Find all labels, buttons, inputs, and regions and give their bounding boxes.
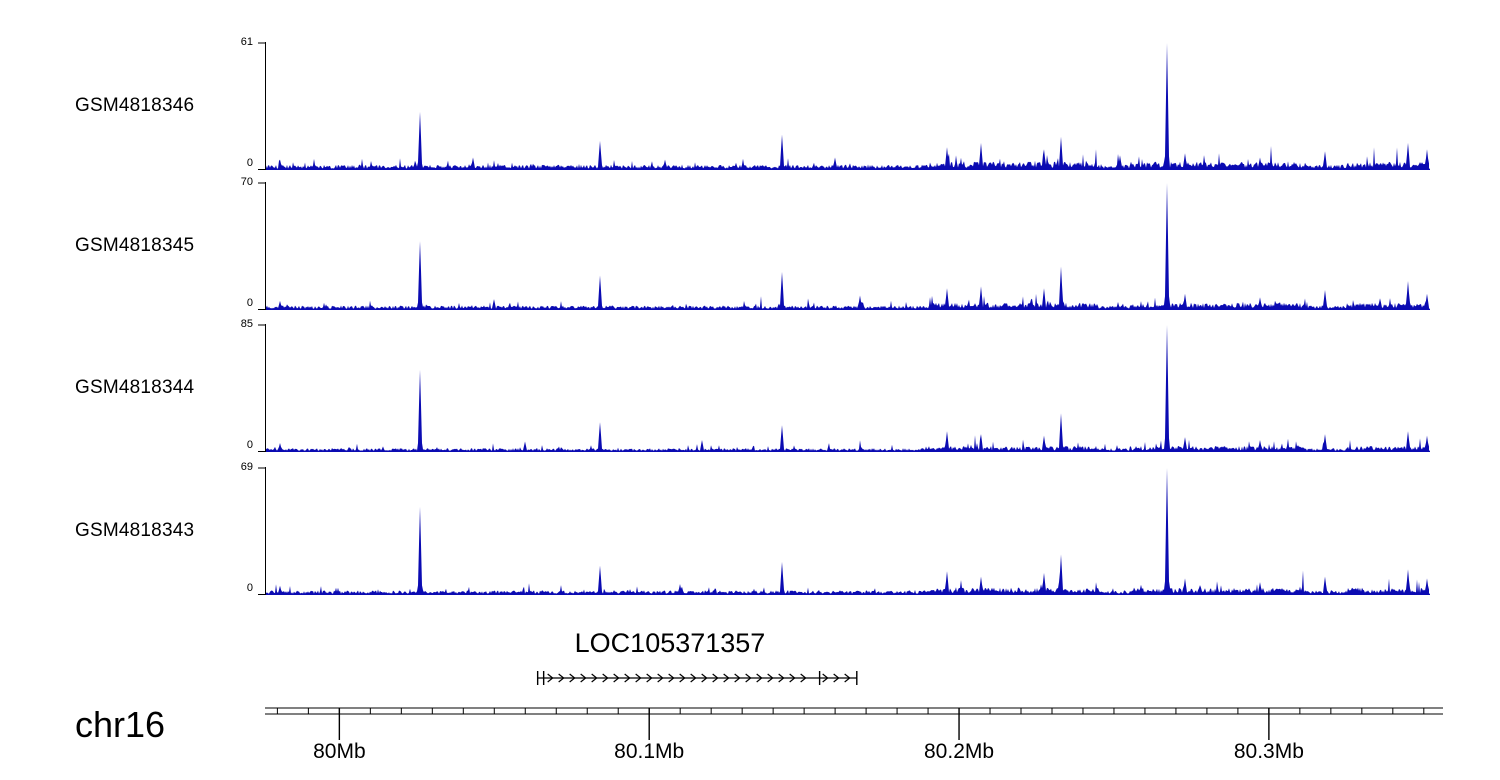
y-axis-max-label: 69	[240, 461, 253, 473]
gene-model	[536, 671, 858, 685]
gene-name-label: LOC105371357	[574, 628, 766, 658]
signal-track-plot	[258, 467, 1430, 595]
y-axis-zero-label: 0	[246, 582, 253, 594]
track-label: GSM4818345	[75, 235, 195, 256]
y-axis-max-label: 61	[240, 36, 253, 48]
y-axis-max-label: 85	[240, 318, 253, 330]
ruler	[265, 707, 1443, 740]
chromosome-label: chr16	[75, 704, 166, 745]
y-axis-zero-label: 0	[246, 297, 253, 309]
ruler-tick-label: 80Mb	[313, 740, 366, 763]
ruler-tick-label: 80.1Mb	[614, 740, 685, 763]
track-label: GSM4818343	[75, 520, 195, 541]
y-axis-zero-label: 0	[246, 157, 253, 169]
signal-track-plot	[258, 324, 1430, 452]
track-label: GSM4818344	[75, 377, 195, 398]
y-axis-zero-label: 0	[246, 439, 253, 451]
y-axis-max-label: 70	[240, 176, 253, 188]
signal-track-plot	[258, 182, 1430, 310]
ruler-tick-label: 80.3Mb	[1233, 740, 1304, 763]
signal-track-plot	[258, 42, 1430, 170]
track-label: GSM4818346	[75, 95, 195, 116]
ruler-tick-label: 80.2Mb	[924, 740, 995, 763]
